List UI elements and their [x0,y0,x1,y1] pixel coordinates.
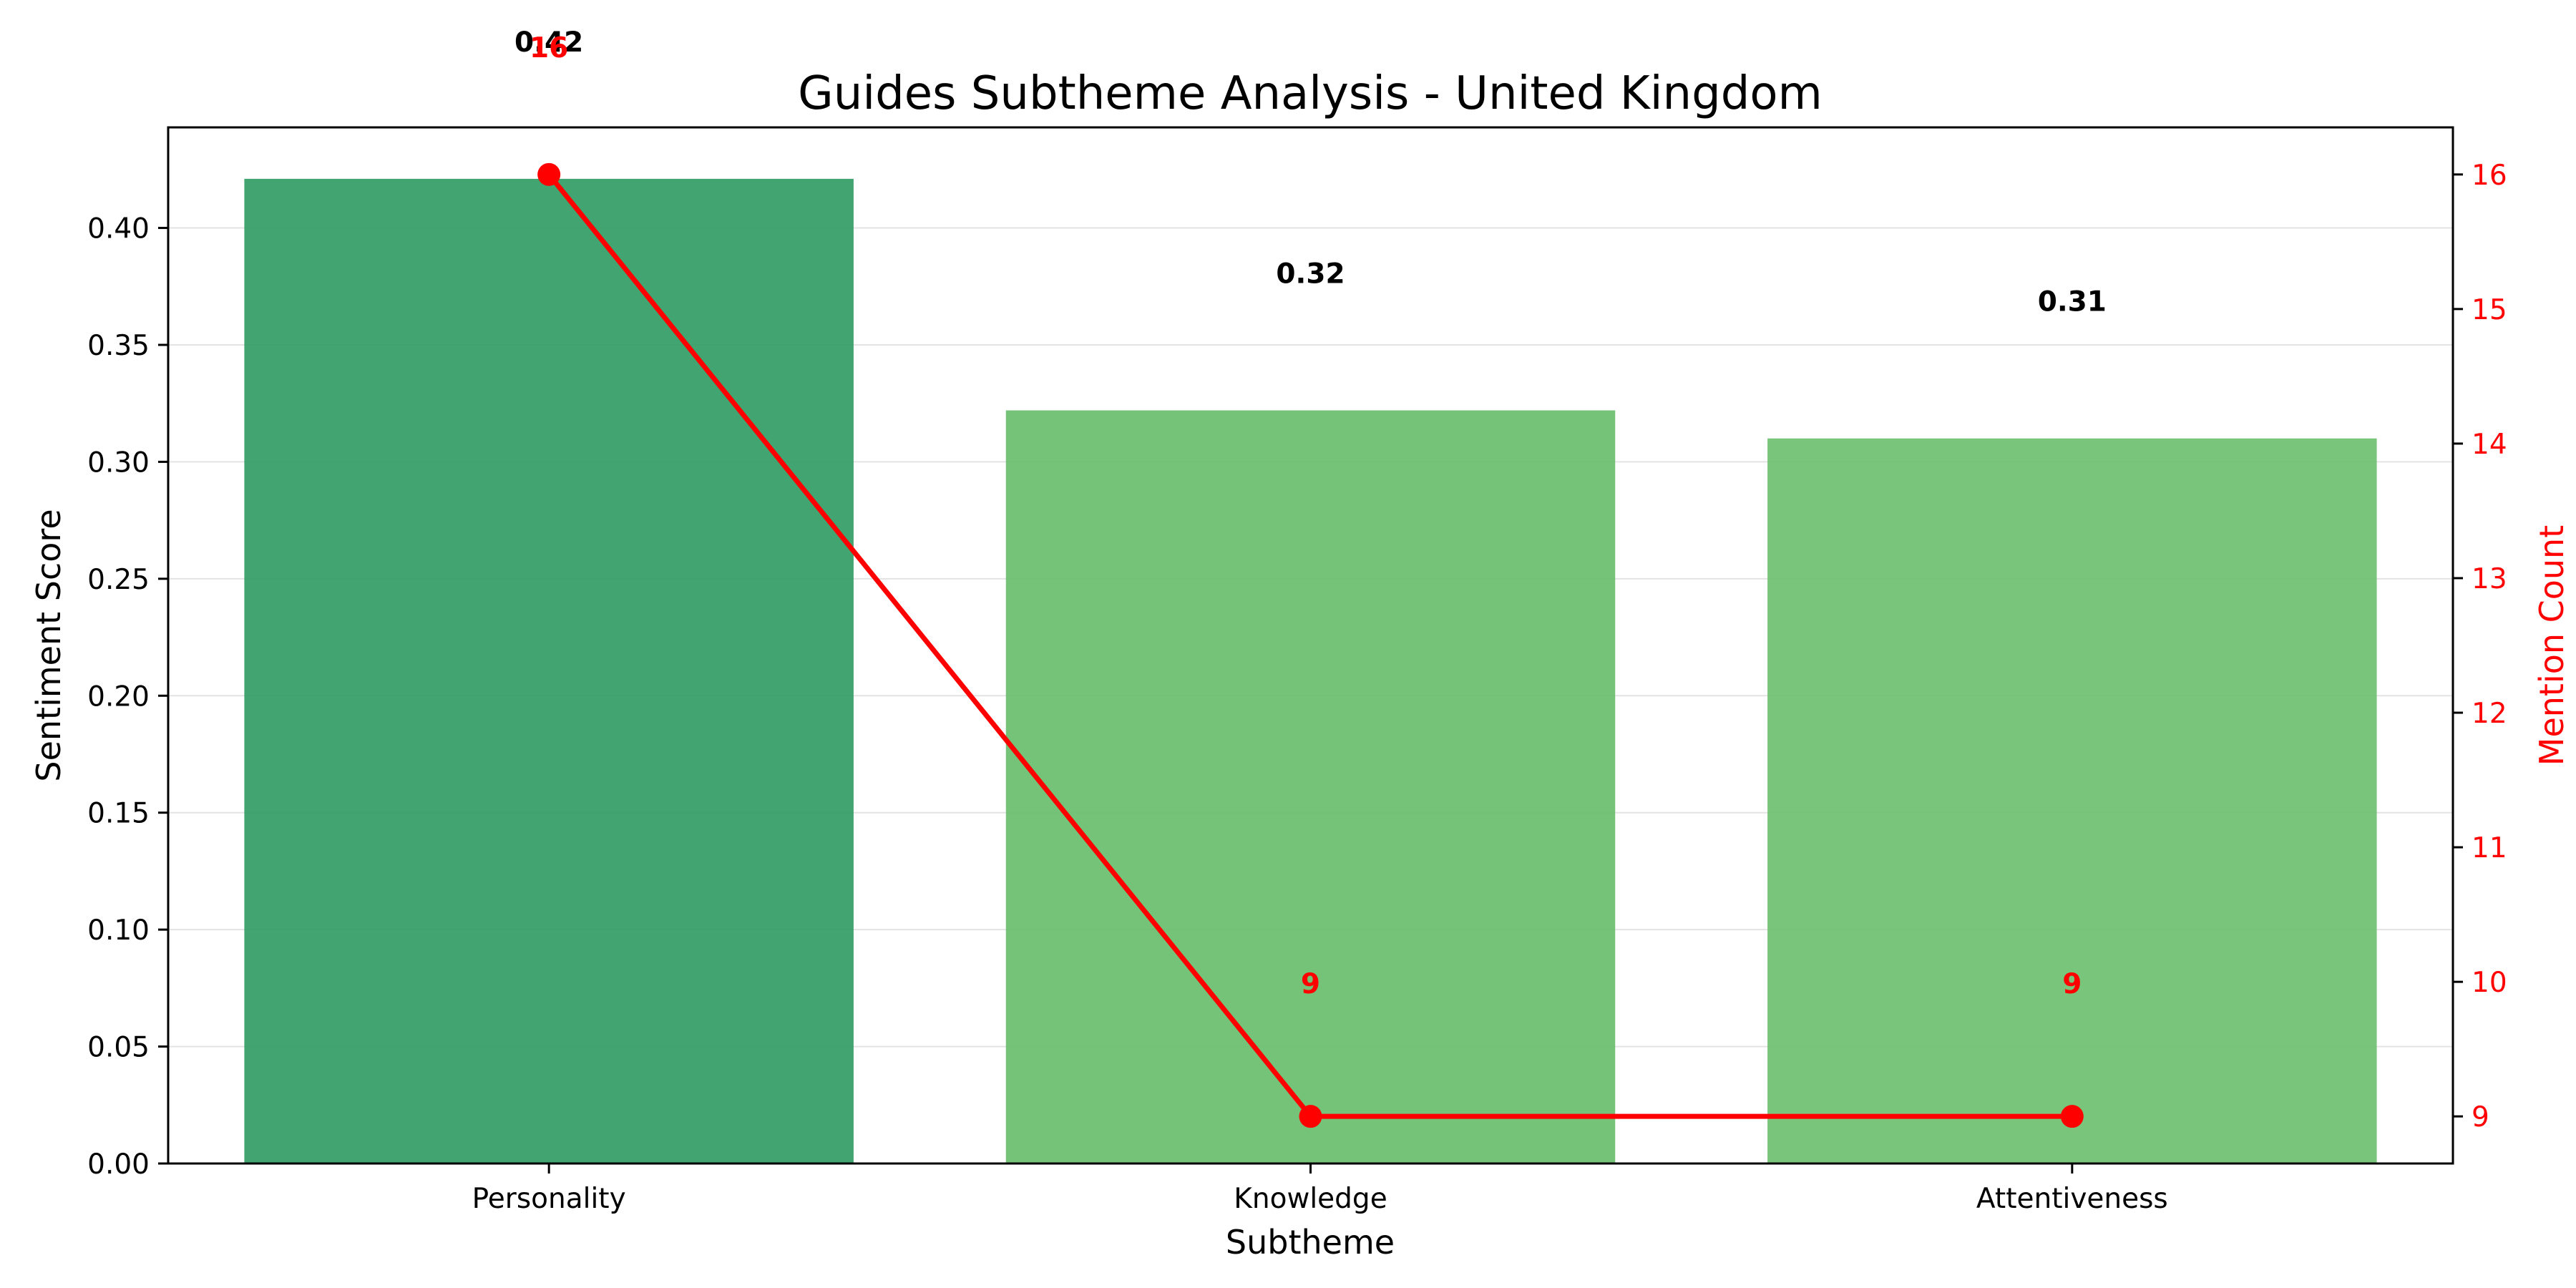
data-labels: 0.42 0.32 0.31 16 9 9 [514,26,2107,1000]
mention-count-label: 9 [1301,968,1320,1000]
y-axis-ticks: 0.00 0.05 0.10 0.15 0.20 0.25 0.30 0.35 0.40 [87,213,168,1181]
bar-value-label: 0.32 [1276,258,1345,291]
y-tick-label: 0.10 [87,914,150,947]
bar-value-label: 0.31 [2038,286,2107,318]
x-axis-ticks: Personality Knowledge Attentiveness [472,1163,2168,1215]
y-tick-label: 0.20 [87,680,150,713]
x-tick-label: Attentiveness [1976,1183,2168,1215]
y-axis-label: Sentiment Score [29,509,68,781]
y2-tick-label: 14 [2472,429,2507,461]
y2-tick-label: 15 [2472,294,2507,326]
y2-tick-label: 12 [2472,698,2507,730]
y2-tick-label: 16 [2472,160,2507,192]
y2-axis-ticks: 9 10 11 12 13 14 15 16 [2453,160,2507,1133]
y-tick-label: 0.35 [87,330,150,362]
mention-count-label: 16 [530,32,568,64]
bar-value-label: 0.42 [514,26,583,59]
mention-point [2060,1105,2084,1128]
x-axis-label: Subtheme [1226,1223,1395,1262]
bar [244,178,854,1164]
x-tick-label: Knowledge [1234,1183,1387,1215]
y-tick-label: 0.25 [87,564,150,596]
mention-count-label: 9 [2062,968,2082,1000]
x-tick-label: Personality [472,1183,626,1215]
mention-line [537,162,2084,1128]
y-tick-label: 0.30 [87,447,150,479]
y2-tick-label: 9 [2472,1101,2489,1133]
y-tick-label: 0.15 [87,798,150,830]
y2-tick-label: 13 [2472,563,2507,595]
y-tick-label: 0.40 [87,213,150,245]
bars [244,178,2377,1164]
bar [1767,438,2377,1163]
y-tick-label: 0.00 [87,1148,150,1181]
y-tick-label: 0.05 [87,1032,150,1064]
bar [1005,410,1616,1163]
y2-axis-label: Mention Count [2532,525,2571,766]
mention-point [537,162,561,186]
mention-point [1299,1105,1322,1128]
y2-tick-label: 11 [2472,832,2507,864]
y2-tick-label: 10 [2472,967,2507,999]
chart-title: Guides Subtheme Analysis - United Kingdo… [798,67,1823,120]
